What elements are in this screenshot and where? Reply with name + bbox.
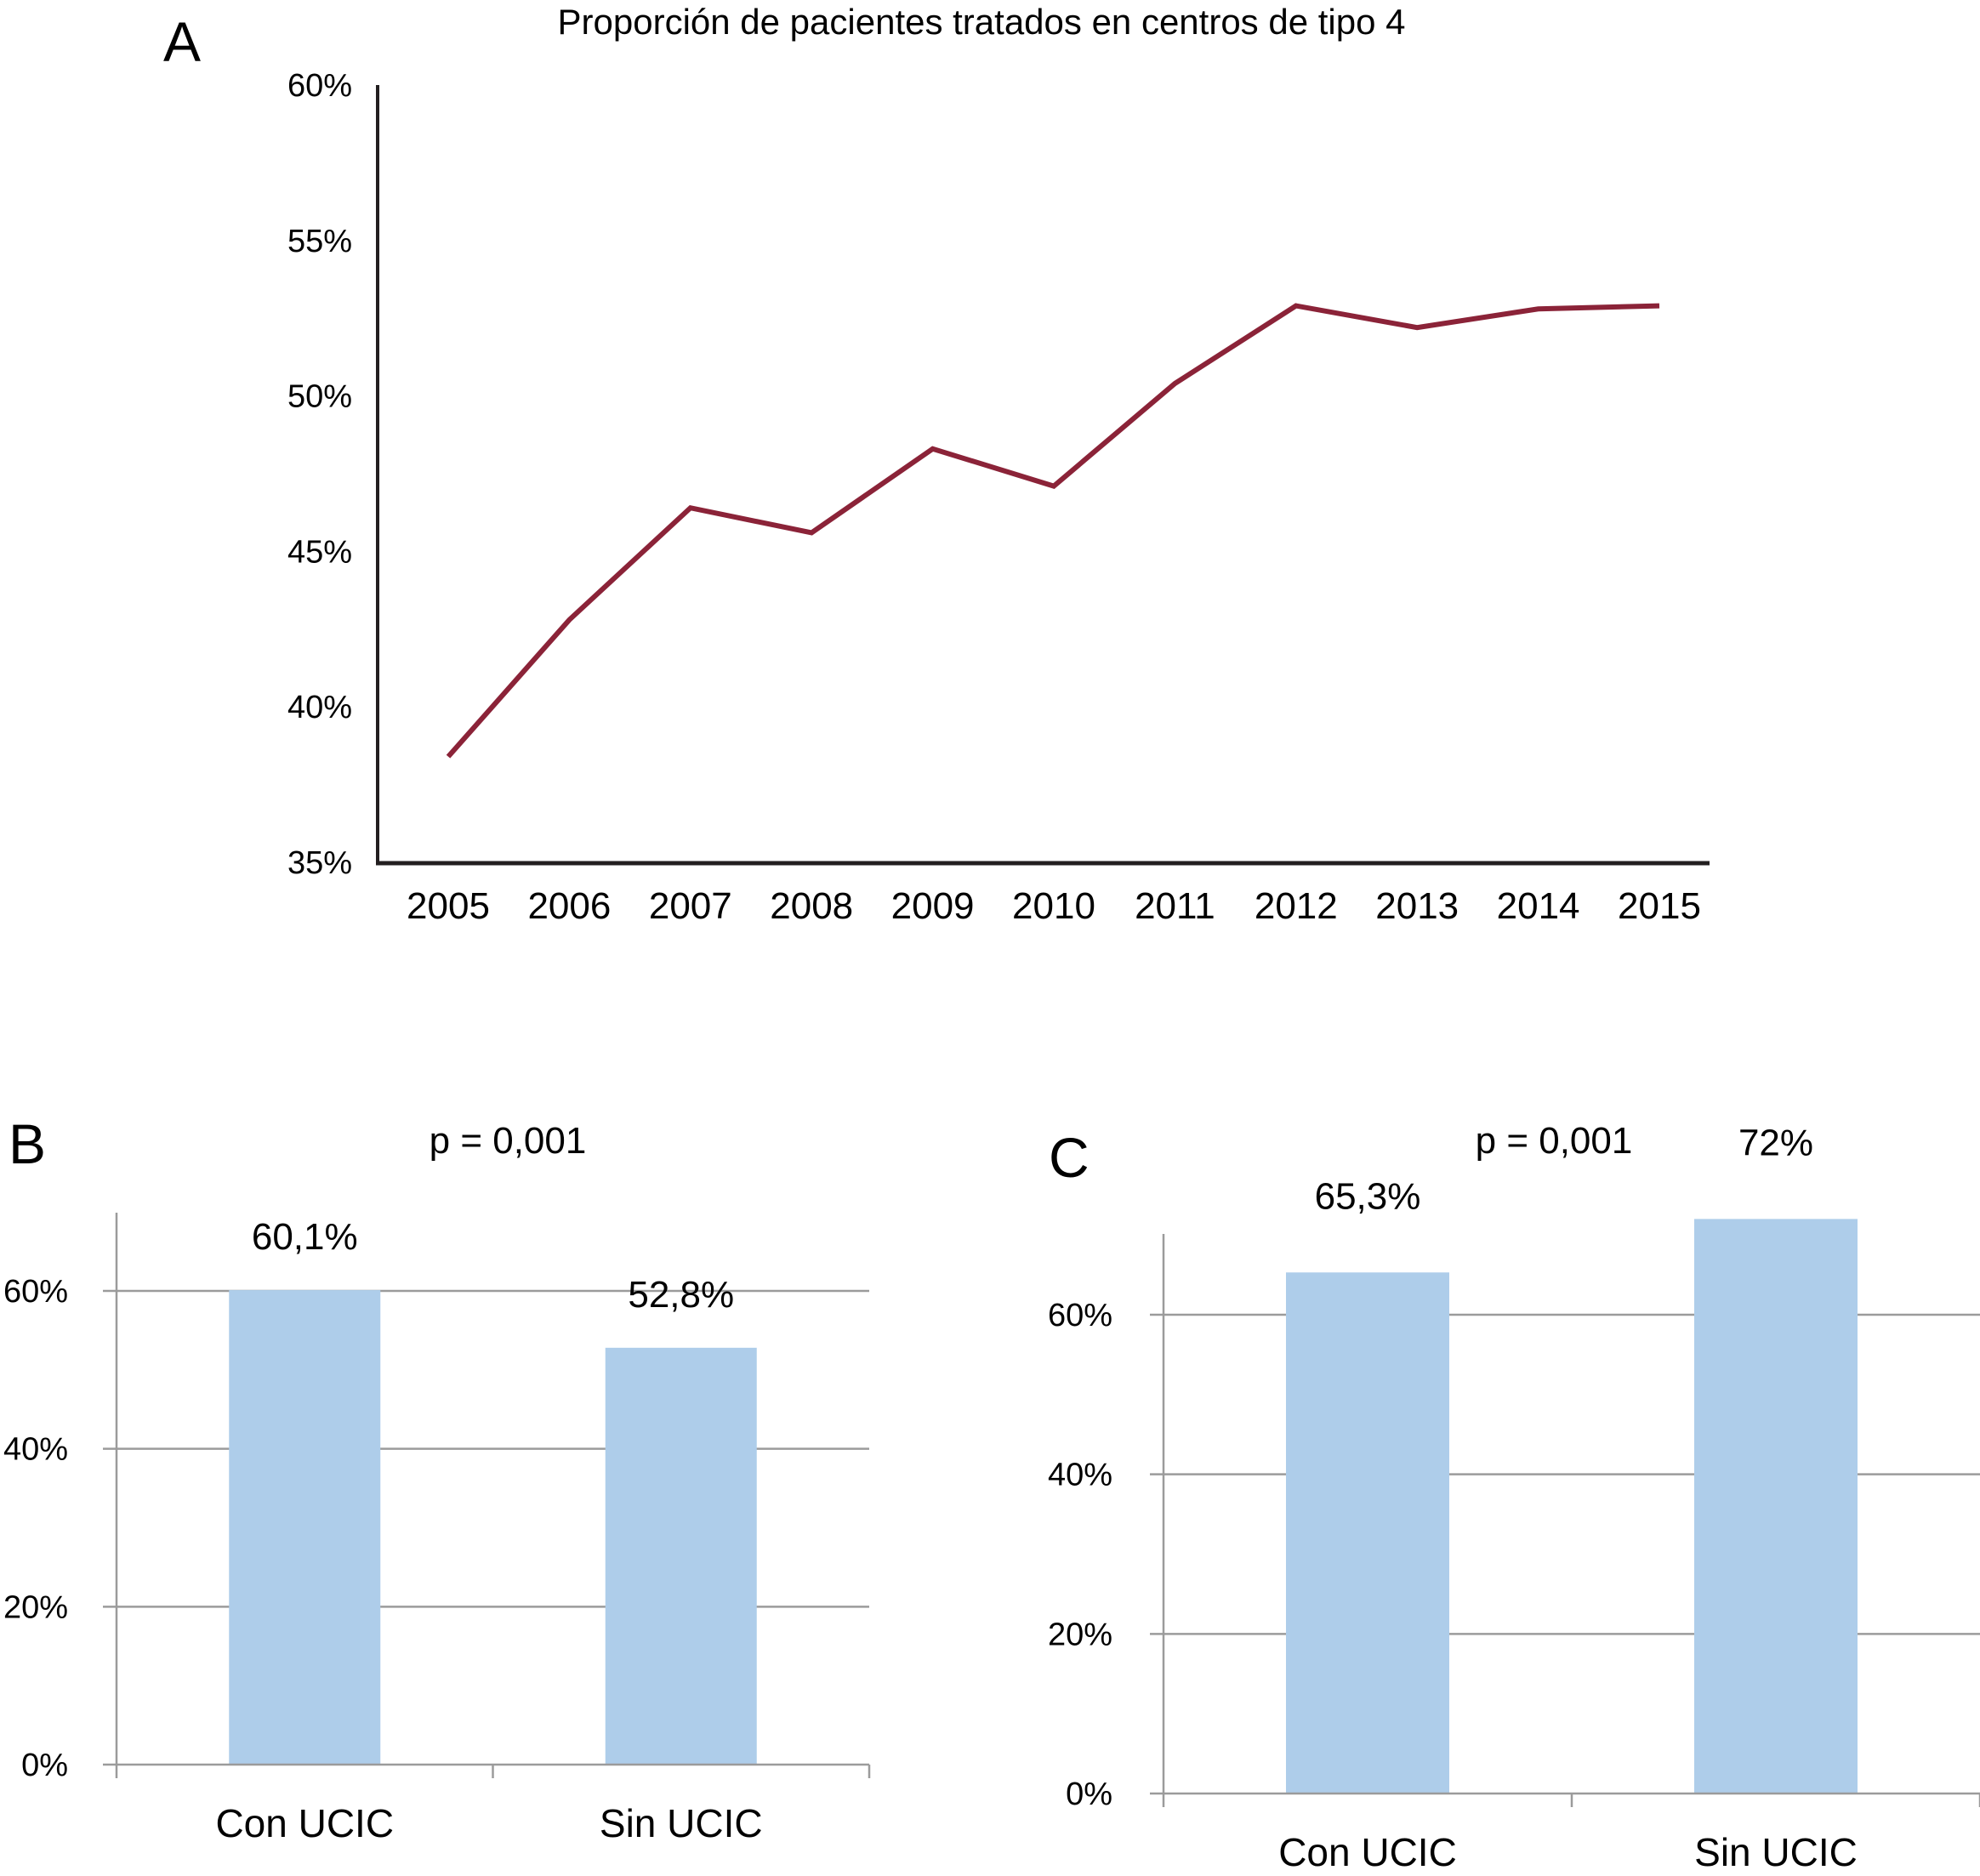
y-tick-label: 0% — [1066, 1777, 1112, 1812]
x-tick-label: 2014 — [1497, 885, 1580, 927]
data-label: 52,8% — [628, 1274, 734, 1316]
x-tick-label: 2006 — [527, 885, 611, 927]
y-tick-label: 35% — [287, 845, 352, 881]
bar — [229, 1290, 381, 1765]
bar — [605, 1347, 757, 1765]
y-tick-label: 50% — [287, 379, 352, 415]
data-label: 72% — [1738, 1122, 1813, 1163]
y-tick-label: 20% — [3, 1589, 68, 1625]
y-tick-label: 55% — [287, 224, 352, 259]
y-tick-label: 40% — [3, 1432, 68, 1468]
x-tick-label: 2005 — [407, 885, 490, 927]
x-tick-label: 2013 — [1375, 885, 1459, 927]
panel-label-c: C — [1049, 1126, 1090, 1189]
bar — [1694, 1219, 1858, 1794]
panel-label-a: A — [163, 10, 201, 73]
x-tick-label: 2010 — [1012, 885, 1095, 927]
data-label: 65,3% — [1315, 1175, 1421, 1217]
x-tick-label: 2007 — [649, 885, 732, 927]
y-tick-label: 45% — [287, 534, 352, 570]
bar — [1286, 1272, 1449, 1794]
y-tick-label: 40% — [1048, 1458, 1112, 1493]
panel-c-bar-chart: C p = 0,001 65,3% 72% 0% 20% 40% 60% Con UCIC… — [1048, 1120, 1980, 1874]
y-tick-label: 40% — [287, 690, 352, 725]
data-label: 60,1% — [252, 1216, 358, 1258]
chart-title: Proporción de pacientes tratados en cent… — [558, 2, 1406, 42]
p-value-annotation: p = 0,001 — [1476, 1120, 1633, 1162]
category-label: Con UCIC — [1278, 1830, 1457, 1874]
series-line — [446, 303, 1660, 759]
x-tick-label: 2011 — [1135, 885, 1215, 927]
panel-b-bar-chart: B p = 0,001 60,1% 52,8% 0% 20% 40% 60% Con UC… — [3, 1112, 871, 1845]
x-tick-label: 2009 — [891, 885, 975, 927]
y-tick-label: 60% — [3, 1274, 68, 1310]
category-label: Sin UCIC — [600, 1801, 763, 1845]
y-tick-label: 20% — [1048, 1617, 1112, 1652]
panel-label-b: B — [9, 1112, 46, 1175]
y-tick-label: 0% — [21, 1748, 68, 1783]
y-tick-label: 60% — [287, 68, 352, 104]
y-tick-label: 60% — [1048, 1298, 1112, 1333]
category-label: Sin UCIC — [1694, 1830, 1858, 1874]
category-label: Con UCIC — [215, 1801, 394, 1845]
x-tick-label: 2012 — [1255, 885, 1338, 927]
panel-a-line-chart: A Proporción de pacientes tratados en ce… — [163, 2, 1710, 927]
x-tick-label: 2015 — [1618, 885, 1701, 927]
x-tick-label: 2008 — [770, 885, 853, 927]
p-value-annotation: p = 0,001 — [430, 1120, 587, 1162]
